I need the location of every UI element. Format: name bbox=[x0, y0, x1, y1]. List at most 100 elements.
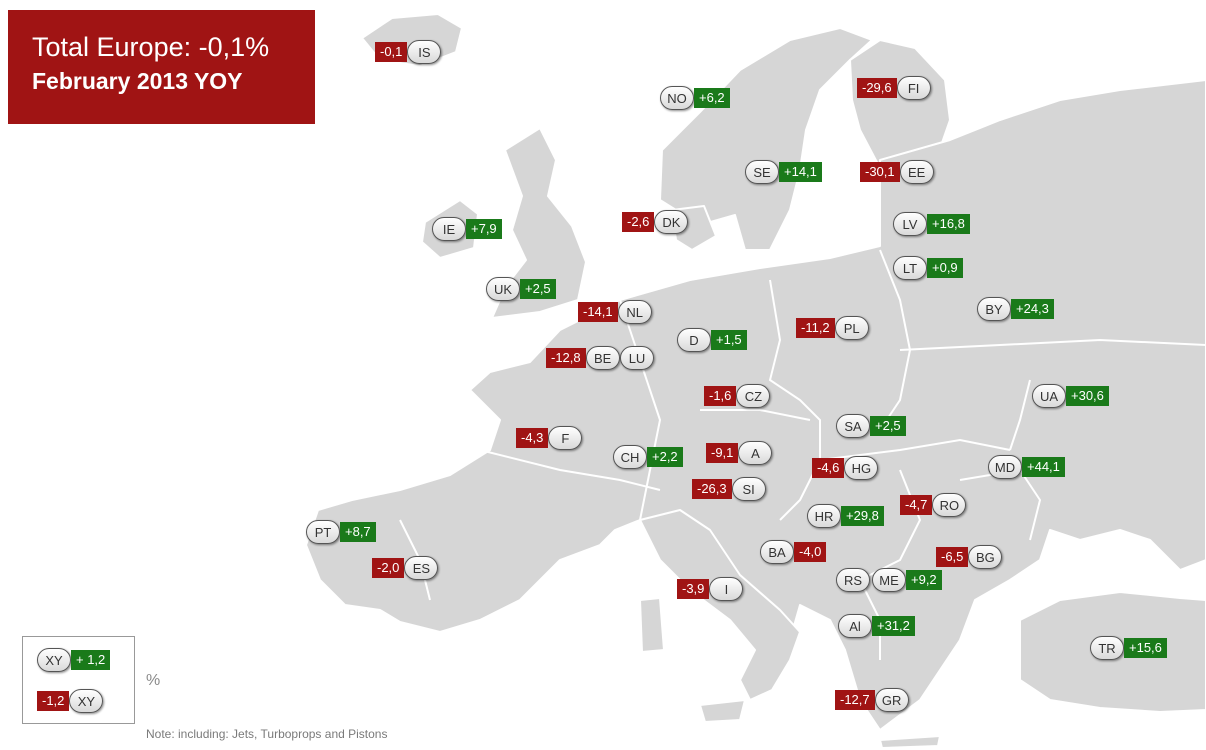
country-marker-ie: IE +7,9 bbox=[432, 215, 502, 243]
country-yoy-value: -2,0 bbox=[372, 558, 405, 578]
country-code: UK bbox=[486, 277, 520, 301]
country-yoy-value: +44,1 bbox=[1022, 457, 1065, 477]
legend-positive-code: XY bbox=[37, 648, 71, 672]
country-marker-hr: HR +29,8 bbox=[807, 502, 884, 530]
country-yoy-value: -12,7 bbox=[835, 690, 875, 710]
title-period: February 2013 YOY bbox=[32, 68, 243, 94]
country-yoy-value: -9,1 bbox=[706, 443, 739, 463]
country-code: RS bbox=[836, 568, 870, 592]
country-code: F bbox=[548, 426, 583, 450]
country-yoy-value: -2,6 bbox=[622, 212, 655, 232]
country-marker-pt: PT +8,7 bbox=[306, 518, 376, 546]
country-marker-rs: RS bbox=[836, 566, 870, 594]
country-yoy-value: +6,2 bbox=[694, 88, 730, 108]
country-code: EE bbox=[899, 160, 934, 184]
country-yoy-value: +2,2 bbox=[647, 447, 683, 467]
country-marker-by: BY +24,3 bbox=[977, 295, 1054, 323]
country-marker-d: D +1,5 bbox=[677, 326, 747, 354]
country-code: TR bbox=[1090, 636, 1124, 660]
country-marker-hg: -4,6 HG bbox=[812, 454, 879, 482]
country-marker-ch: CH +2,2 bbox=[613, 443, 683, 471]
country-code: LV bbox=[893, 212, 927, 236]
country-marker-al: Al +31,2 bbox=[838, 612, 915, 640]
country-marker-lt: LT +0,9 bbox=[893, 254, 963, 282]
country-yoy-value: +29,8 bbox=[841, 506, 884, 526]
country-code: MD bbox=[988, 455, 1022, 479]
country-code: IE bbox=[432, 217, 466, 241]
country-code: DK bbox=[654, 210, 689, 234]
country-code: I bbox=[709, 577, 744, 601]
country-marker-bg: -6,5 BG bbox=[936, 543, 1003, 571]
country-marker-nl: -14,1 NL bbox=[578, 298, 652, 326]
country-marker-si: -26,3 SI bbox=[692, 475, 766, 503]
country-yoy-value: +16,8 bbox=[927, 214, 970, 234]
country-marker-is: -0,1 IS bbox=[375, 38, 442, 66]
legend-positive: XY + 1,2 bbox=[37, 646, 111, 674]
country-marker-be: -12,8 BE bbox=[546, 344, 620, 372]
country-marker-uk: UK +2,5 bbox=[486, 275, 556, 303]
country-yoy-value: +2,5 bbox=[870, 416, 906, 436]
country-marker-cz: -1,6 CZ bbox=[704, 382, 771, 410]
country-code: UA bbox=[1032, 384, 1066, 408]
country-yoy-value: +1,5 bbox=[711, 330, 747, 350]
finland-shape bbox=[849, 39, 951, 169]
country-marker-fi: -29,6 FI bbox=[857, 74, 931, 102]
country-code: IS bbox=[407, 40, 442, 64]
country-yoy-value: -4,7 bbox=[900, 495, 933, 515]
country-code: ES bbox=[404, 556, 439, 580]
country-yoy-value: +24,3 bbox=[1011, 299, 1054, 319]
footnote: Note: including: Jets, Turboprops and Pi… bbox=[146, 727, 388, 741]
scandinavia-shape bbox=[659, 27, 873, 251]
country-yoy-value: -4,3 bbox=[516, 428, 549, 448]
legend-unit: % bbox=[146, 672, 161, 689]
country-yoy-value: +8,7 bbox=[340, 522, 376, 542]
legend-negative-code: XY bbox=[69, 689, 104, 713]
country-code: PT bbox=[306, 520, 340, 544]
country-yoy-value: +7,9 bbox=[466, 219, 502, 239]
country-code: NL bbox=[617, 300, 652, 324]
country-marker-pl: -11,2 PL bbox=[796, 314, 869, 342]
country-code: BE bbox=[585, 346, 620, 370]
country-yoy-value: -4,6 bbox=[812, 458, 845, 478]
country-code: BY bbox=[977, 297, 1011, 321]
country-yoy-value: +15,6 bbox=[1124, 638, 1167, 658]
country-marker-md: MD +44,1 bbox=[988, 453, 1065, 481]
country-yoy-value: -14,1 bbox=[578, 302, 618, 322]
country-marker-lv: LV +16,8 bbox=[893, 210, 970, 238]
country-marker-ba: BA -4,0 bbox=[760, 538, 827, 566]
country-code: BA bbox=[760, 540, 794, 564]
country-marker-gr: -12,7 GR bbox=[835, 686, 909, 714]
country-yoy-value: -12,8 bbox=[546, 348, 586, 368]
country-code: D bbox=[677, 328, 711, 352]
country-yoy-value: -0,1 bbox=[375, 42, 408, 62]
country-yoy-value: +31,2 bbox=[872, 616, 915, 636]
title-total-europe: Total Europe: -0,1% bbox=[32, 32, 270, 62]
country-marker-i: -3,9 I bbox=[677, 575, 744, 603]
country-code: RO bbox=[932, 493, 967, 517]
country-marker-f: -4,3 F bbox=[516, 424, 583, 452]
country-code: SA bbox=[836, 414, 870, 438]
country-yoy-value: -3,9 bbox=[677, 579, 710, 599]
country-marker-es: -2,0 ES bbox=[372, 554, 439, 582]
italy-shape bbox=[639, 509, 801, 701]
country-code: PL bbox=[834, 316, 869, 340]
country-marker-tr: TR +15,6 bbox=[1090, 634, 1167, 662]
sardinia-shape bbox=[639, 597, 665, 653]
country-marker-ro: -4,7 RO bbox=[900, 491, 967, 519]
country-code: HG bbox=[844, 456, 879, 480]
country-code: GR bbox=[874, 688, 909, 712]
country-yoy-value: -1,6 bbox=[704, 386, 737, 406]
country-code: SI bbox=[731, 477, 766, 501]
country-yoy-value: -6,5 bbox=[936, 547, 969, 567]
country-code: A bbox=[738, 441, 773, 465]
country-yoy-value: +30,6 bbox=[1066, 386, 1109, 406]
country-yoy-value: +9,2 bbox=[906, 570, 942, 590]
country-code: CH bbox=[613, 445, 647, 469]
country-code: FI bbox=[896, 76, 931, 100]
country-marker-ua: UA +30,6 bbox=[1032, 382, 1109, 410]
country-marker-no: NO +6,2 bbox=[660, 84, 730, 112]
country-code: HR bbox=[807, 504, 841, 528]
country-yoy-value: -29,6 bbox=[857, 78, 897, 98]
legend: XY + 1,2 -1,2 XY bbox=[22, 636, 135, 724]
country-yoy-value: -30,1 bbox=[860, 162, 900, 182]
